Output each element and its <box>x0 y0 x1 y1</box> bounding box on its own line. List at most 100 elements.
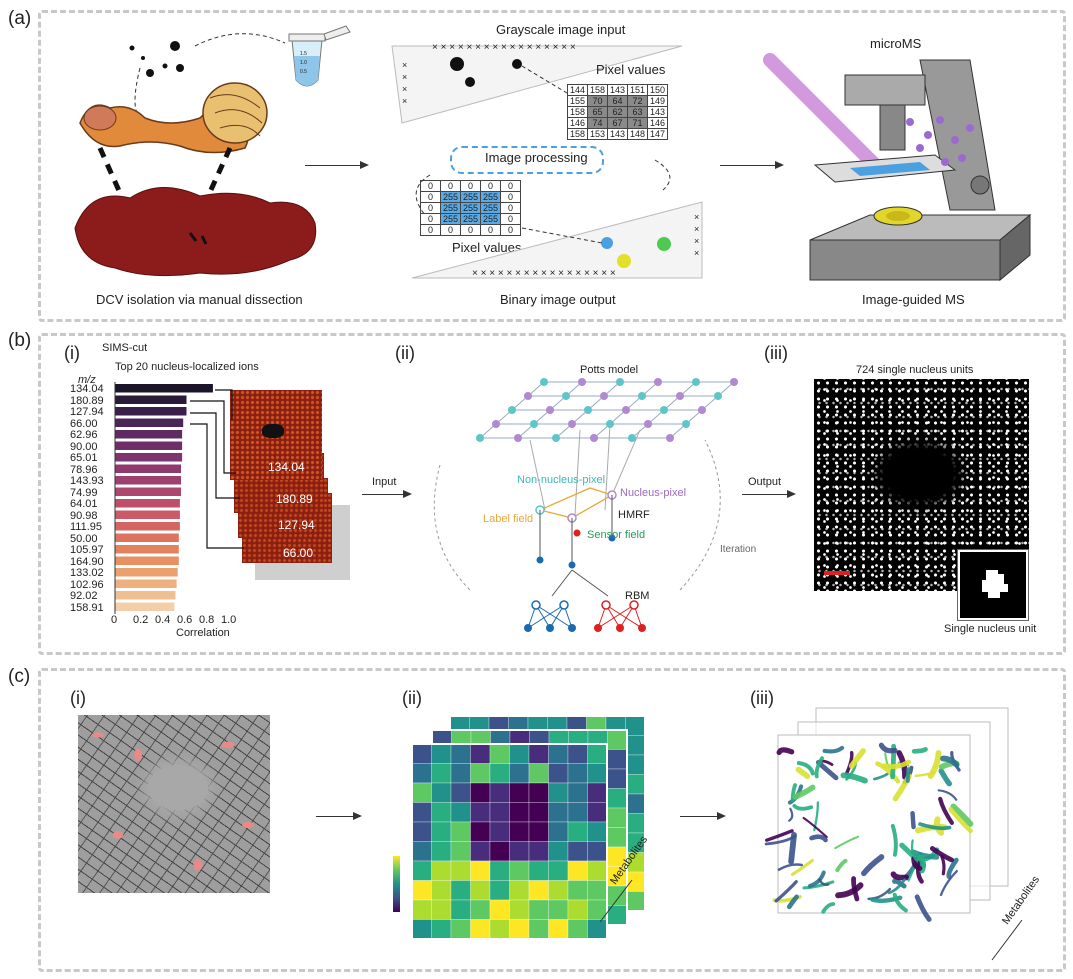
svg-text:×: × <box>402 72 407 82</box>
ion-mz-label: 64.01 <box>70 498 98 510</box>
metabolites-axis-arrow-1 <box>599 879 633 923</box>
cell-segment <box>910 849 940 860</box>
stack-label-1: 134.04 <box>268 460 305 474</box>
lattice-node <box>628 434 636 442</box>
cell-segment <box>938 768 952 787</box>
cell-segment <box>792 804 814 811</box>
svg-text:×: × <box>694 224 699 234</box>
x-tick-label: 0 <box>111 614 118 626</box>
rbm-edge <box>535 604 573 629</box>
ion-mz-label: 65.01 <box>70 452 98 464</box>
rbm-visible-node <box>594 624 602 632</box>
panel-b-label: (b) <box>8 330 32 351</box>
svg-text:×: × <box>402 96 407 106</box>
pixel-values-top: Pixel values <box>596 62 666 77</box>
correlation-bar <box>115 556 179 565</box>
correlation-bar <box>115 510 180 519</box>
lattice-node <box>660 406 668 414</box>
cell-segment <box>892 892 908 913</box>
lattice-node <box>476 434 484 442</box>
projection-line <box>574 429 581 516</box>
cell-segment <box>786 894 799 910</box>
grayscale-pixel-table: 144 158 143 151 150 155 70 64 72 149 158 65 62 63 143 1… <box>567 84 668 140</box>
panel-c-iii-label: (iii) <box>750 688 774 708</box>
lattice-node <box>562 392 570 400</box>
cell-segment <box>892 878 907 889</box>
correlation-bar <box>115 533 179 542</box>
image-processing-box <box>450 146 604 174</box>
correlation-bar <box>115 441 183 450</box>
lattice-node <box>584 406 592 414</box>
stack-label-3: 127.94 <box>278 518 315 532</box>
x-tick-label: 0.2 <box>133 614 149 626</box>
rbm-edge <box>597 604 635 629</box>
rbm-hidden-node <box>629 600 639 610</box>
cell-segment <box>814 756 824 779</box>
binary-slide: × × × × × × × × × × × × × × × × × × × × … <box>411 201 703 279</box>
cell-segment <box>875 761 901 784</box>
mz-label: m/z <box>78 374 96 386</box>
correlation-bar <box>115 407 187 416</box>
cell-segment <box>914 771 936 778</box>
lattice-node <box>540 378 548 386</box>
svg-text:× × × × × × × × × × × × × × ×: × × × × × × × × × × × × × × × × × <box>472 268 616 279</box>
rbm-edge <box>605 604 643 629</box>
correlation-bar <box>115 545 179 554</box>
svg-text:×: × <box>694 248 699 258</box>
cell-segment <box>790 858 814 877</box>
rbm-arrows <box>551 569 609 597</box>
caption-image-guided-ms: Image-guided MS <box>862 292 965 307</box>
lattice-node <box>714 392 722 400</box>
rbm-visible-node <box>616 624 624 632</box>
microscope-illustration <box>763 53 1032 282</box>
binary-pixel-cell: 0 <box>480 224 501 236</box>
lattice-node <box>692 378 700 386</box>
cell-segment <box>834 835 860 850</box>
panel-b <box>38 333 1066 655</box>
gray-pixel-row: 155 70 64 72 149 <box>567 95 668 107</box>
cell-segment <box>802 880 835 890</box>
lattice-node <box>492 420 500 428</box>
ion-mz-label: 180.89 <box>70 394 104 407</box>
sensor-node-red <box>573 529 581 537</box>
correlation-bar <box>115 591 176 600</box>
cell-segment <box>910 839 917 861</box>
ion-mz-label: 102.96 <box>70 578 104 591</box>
cell-microscopy-image <box>78 715 270 893</box>
grayscale-slide: × × × × × × × × × × × × × × × × × × × × … <box>391 42 683 124</box>
sensor-node <box>608 534 616 542</box>
sensor-node <box>536 556 544 564</box>
rbm-hidden-node <box>559 600 569 610</box>
lattice-node <box>568 420 576 428</box>
cell-segment <box>938 796 954 825</box>
arrow-input <box>362 490 412 498</box>
cell-segment <box>937 789 958 801</box>
rbm-visible-node <box>638 624 646 632</box>
clear-center <box>148 765 208 810</box>
lattice-node <box>654 378 662 386</box>
cell-segment <box>916 854 926 874</box>
correlation-bar <box>115 430 183 439</box>
cell-segment <box>918 822 952 831</box>
cell-segment <box>796 760 815 776</box>
arrow-c1 <box>316 812 362 820</box>
arrow-c2 <box>680 812 726 820</box>
ion-mz-label: 133.02 <box>70 567 104 579</box>
ion-mz-label: 105.97 <box>70 544 104 556</box>
cell-segment <box>946 857 959 879</box>
cell-segment <box>808 870 826 888</box>
cell-segment <box>835 858 848 873</box>
cell-segment <box>939 869 958 897</box>
pixel-values-bottom: Pixel values <box>452 240 522 255</box>
cell-segment <box>950 803 974 827</box>
cell-segment <box>878 742 898 754</box>
scale-bar <box>824 571 850 575</box>
correlation-bar <box>115 499 180 508</box>
svg-text:×: × <box>694 212 699 222</box>
lattice-node <box>530 420 538 428</box>
lattice-node <box>606 420 614 428</box>
